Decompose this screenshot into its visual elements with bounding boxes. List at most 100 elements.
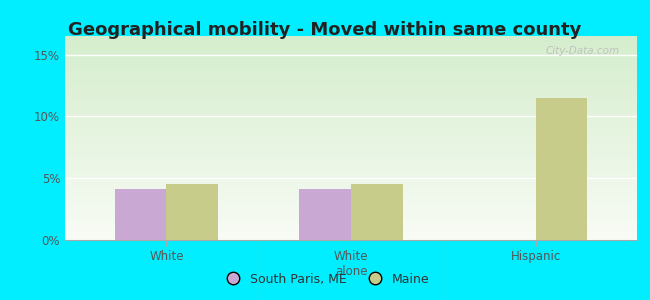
Bar xyxy=(65,209,637,211)
Bar xyxy=(351,184,402,240)
Bar xyxy=(65,52,637,54)
Bar xyxy=(65,116,637,118)
Bar xyxy=(65,205,637,207)
Bar xyxy=(65,171,637,173)
Bar xyxy=(65,97,637,99)
Bar xyxy=(65,62,637,64)
Bar xyxy=(65,238,637,240)
Bar xyxy=(65,179,637,181)
Bar xyxy=(65,112,637,113)
Bar xyxy=(65,228,637,230)
Bar xyxy=(65,177,637,179)
Bar xyxy=(65,218,637,220)
Bar xyxy=(65,144,637,146)
Bar xyxy=(65,140,637,142)
Bar xyxy=(65,64,637,67)
Bar xyxy=(65,154,637,156)
Bar xyxy=(65,226,637,228)
Bar xyxy=(65,113,637,116)
Bar xyxy=(65,103,637,105)
Bar xyxy=(65,163,637,164)
Bar xyxy=(65,148,637,150)
Bar xyxy=(65,105,637,107)
Bar xyxy=(65,152,637,154)
Bar xyxy=(65,132,637,134)
Bar xyxy=(65,156,637,158)
Bar xyxy=(65,158,637,160)
Bar xyxy=(65,36,637,38)
Text: City-Data.com: City-Data.com xyxy=(546,46,620,56)
Bar xyxy=(65,160,637,163)
Bar xyxy=(65,38,637,40)
Bar xyxy=(65,48,637,50)
Bar xyxy=(166,184,218,240)
Bar xyxy=(65,75,637,77)
Bar xyxy=(65,185,637,187)
Bar xyxy=(65,69,637,71)
Bar xyxy=(65,203,637,205)
Bar xyxy=(65,169,637,171)
Bar xyxy=(65,110,637,112)
Bar xyxy=(65,58,637,61)
Bar xyxy=(65,187,637,189)
Bar xyxy=(65,183,637,185)
Bar xyxy=(65,230,637,232)
Bar xyxy=(65,101,637,103)
Bar xyxy=(65,222,637,224)
Bar xyxy=(65,122,637,124)
Bar xyxy=(65,67,637,69)
Bar xyxy=(65,118,637,120)
Bar xyxy=(65,107,637,110)
Bar xyxy=(65,87,637,89)
Bar xyxy=(65,91,637,93)
Bar xyxy=(65,214,637,215)
Bar xyxy=(65,197,637,199)
Bar xyxy=(65,99,637,101)
Bar xyxy=(65,71,637,73)
Bar xyxy=(65,89,637,91)
Bar xyxy=(65,136,637,138)
Bar xyxy=(300,189,351,240)
Bar xyxy=(65,93,637,95)
Bar xyxy=(65,191,637,193)
Bar xyxy=(65,134,637,136)
Bar xyxy=(65,44,637,46)
Bar xyxy=(65,175,637,177)
Bar xyxy=(65,167,637,169)
Bar xyxy=(65,40,637,42)
Bar xyxy=(65,146,637,148)
Bar xyxy=(65,138,637,140)
Bar xyxy=(65,77,637,79)
Bar xyxy=(65,142,637,144)
Bar xyxy=(65,220,637,222)
Bar xyxy=(65,201,637,203)
Bar xyxy=(65,73,637,75)
Bar xyxy=(65,195,637,197)
Bar xyxy=(115,189,166,240)
Bar xyxy=(65,54,637,56)
Bar xyxy=(65,83,637,85)
Bar xyxy=(536,98,587,240)
Bar xyxy=(65,46,637,48)
Bar xyxy=(65,199,637,201)
Bar xyxy=(65,120,637,122)
Bar xyxy=(65,126,637,128)
Legend: South Paris, ME, Maine: South Paris, ME, Maine xyxy=(215,268,435,291)
Text: Geographical mobility - Moved within same county: Geographical mobility - Moved within sam… xyxy=(68,21,582,39)
Bar xyxy=(65,95,637,97)
Bar xyxy=(65,42,637,44)
Bar xyxy=(65,50,637,52)
Bar xyxy=(65,181,637,183)
Bar xyxy=(65,81,637,83)
Bar xyxy=(65,234,637,236)
Bar xyxy=(65,85,637,87)
Bar xyxy=(65,212,637,214)
Bar xyxy=(65,150,637,152)
Bar xyxy=(65,232,637,234)
Bar xyxy=(65,164,637,166)
Bar xyxy=(65,193,637,195)
Bar xyxy=(65,79,637,81)
Bar xyxy=(65,224,637,226)
Bar xyxy=(65,130,637,132)
Bar xyxy=(65,215,637,217)
